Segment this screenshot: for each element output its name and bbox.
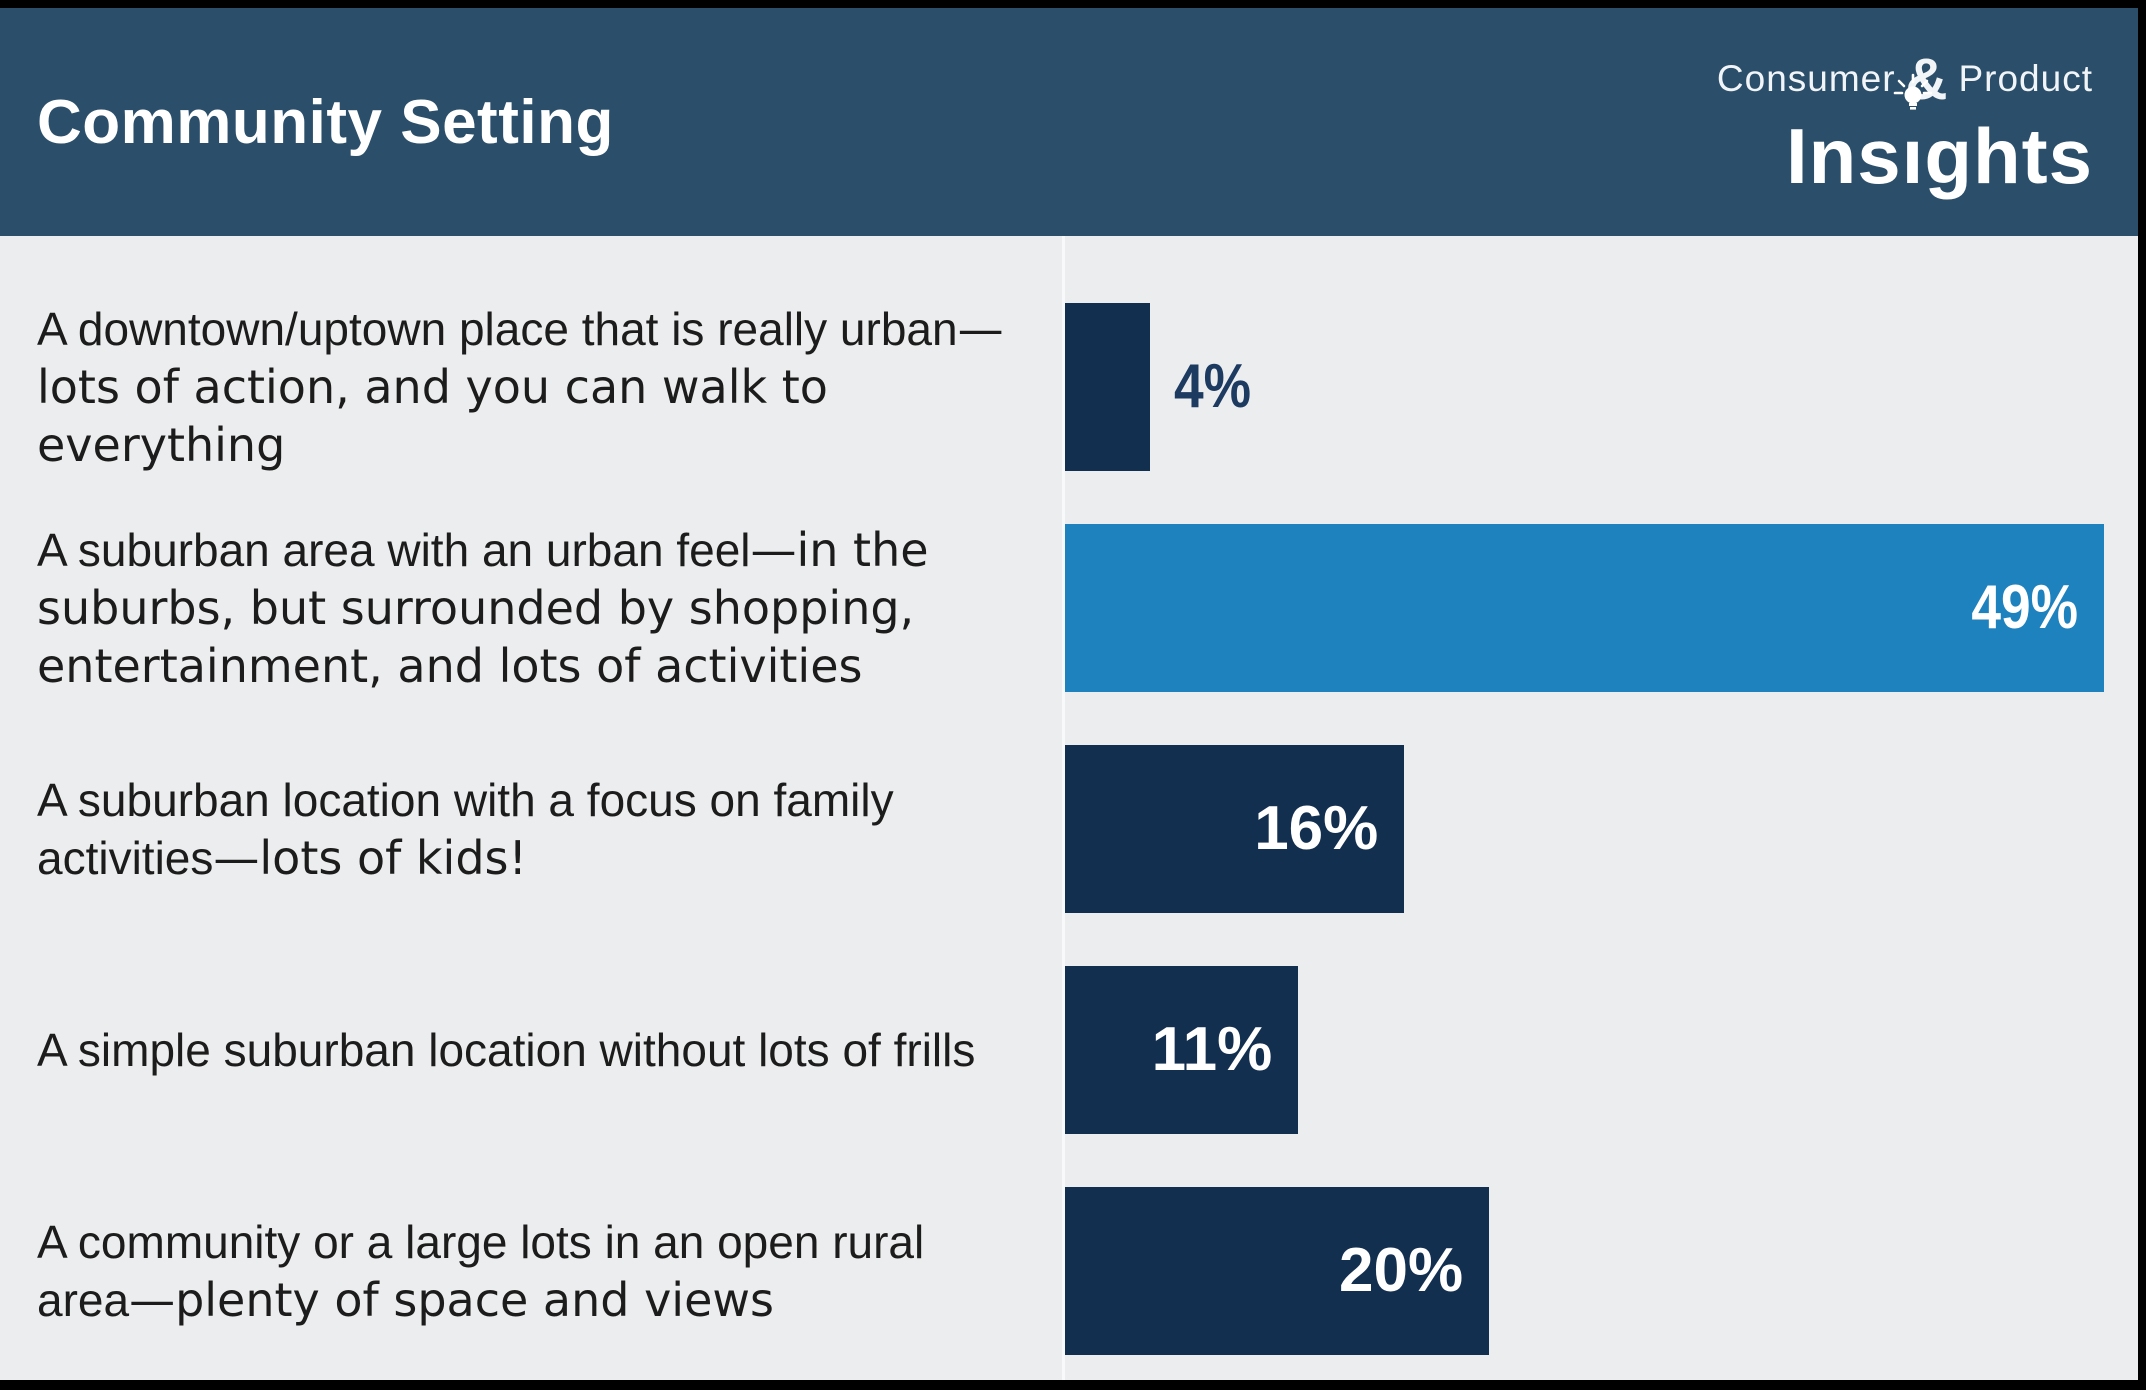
chart-row: A downtown/uptown place that is really u… xyxy=(0,276,2138,497)
chart-row: A simple suburban location without lots … xyxy=(0,939,2138,1160)
logo-insights-dotless-i: ı xyxy=(1901,112,1925,200)
category-label: A community or a large lots in an open r… xyxy=(0,1213,1065,1329)
category-label: A downtown/uptown place that is really u… xyxy=(0,300,1065,474)
logo-insights-i: ı xyxy=(1893,73,1933,195)
category-label: A suburban location with a focus on fami… xyxy=(0,771,1065,887)
category-label-main: A suburban location with a focus on fami… xyxy=(37,773,894,884)
bar xyxy=(1065,302,1150,471)
bar-value-label: 11% xyxy=(1151,1015,1273,1084)
logo-word-product: Product xyxy=(1958,57,2093,99)
category-label: A simple suburban location without lots … xyxy=(0,1021,1065,1079)
bar: 16% xyxy=(1065,744,1405,913)
bar-value-label: 20% xyxy=(1339,1236,1464,1305)
category-label-emphasis: —in the suburbs, but surrounded by shopp… xyxy=(37,522,929,693)
brand-logo: Consumer & Product Ins ıghts xyxy=(1716,49,2138,196)
bar-value-label: 4% xyxy=(1173,352,1251,421)
lightbulb-icon xyxy=(1893,73,1933,110)
chart-row: A community or a large lots in an open r… xyxy=(0,1160,2138,1380)
category-label-main: A simple suburban location without lots … xyxy=(37,1023,976,1076)
plot-area: 4% xyxy=(1065,276,2138,497)
category-label-emphasis: —lots of kids! xyxy=(213,830,527,885)
category-label-emphasis: —lots of action, and you can walk to eve… xyxy=(37,301,1004,472)
y-axis-line xyxy=(1062,236,1065,1380)
bar-value-label: 49% xyxy=(1971,573,2079,642)
logo-line-consumer-product: Consumer & Product xyxy=(1716,49,2093,109)
category-label-main: A downtown/uptown place that is really u… xyxy=(37,302,958,355)
plot-area: 11% xyxy=(1065,939,2138,1160)
category-label: A suburban area with an urban feel—in th… xyxy=(0,521,1065,695)
bar-value-label: 16% xyxy=(1254,794,1379,863)
bar-chart: A downtown/uptown place that is really u… xyxy=(0,236,2138,1380)
plot-area: 49% xyxy=(1065,497,2138,718)
logo-insights-post: ghts xyxy=(1924,112,2093,200)
bar: 49% xyxy=(1065,523,2105,692)
bar: 11% xyxy=(1065,965,1299,1134)
category-label-main: A suburban area with an urban feel xyxy=(37,523,751,576)
chart-row: A suburban area with an urban feel—in th… xyxy=(0,497,2138,718)
chart-row: A suburban location with a focus on fami… xyxy=(0,718,2138,939)
logo-insights-pre: Ins xyxy=(1785,112,1902,200)
header-bar: Community Setting Consumer & Product Ins xyxy=(0,8,2138,236)
category-label-main: A community or a large lots in an open r… xyxy=(37,1215,925,1326)
category-label-emphasis: —plenty of space and views xyxy=(129,1272,774,1327)
plot-area: 16% xyxy=(1065,718,2138,939)
logo-word-consumer: Consumer xyxy=(1716,57,1896,99)
logo-word-insights: Ins ıghts xyxy=(1717,73,2093,195)
plot-area: 20% xyxy=(1065,1160,2138,1380)
bar: 20% xyxy=(1065,1186,1490,1355)
page-title: Community Setting xyxy=(37,87,614,157)
